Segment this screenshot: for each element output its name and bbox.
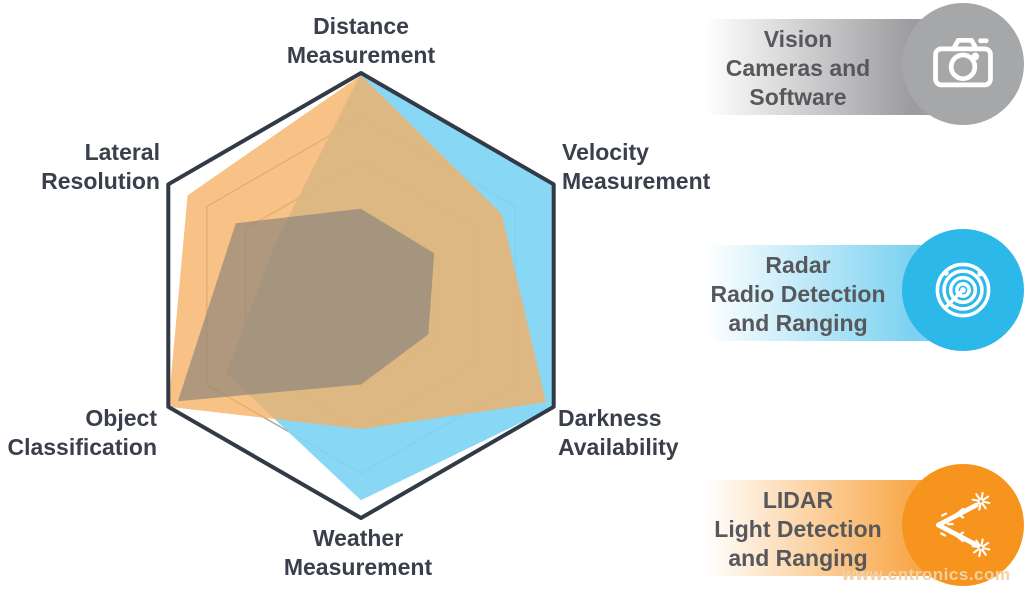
legend-radar-label: Radar Radio Detection and Ranging [710, 252, 886, 336]
chart-border [166, 71, 556, 520]
legend-vision-label: Vision Cameras and Software [725, 26, 871, 110]
watermark-url: www.cntronics.com [842, 565, 1011, 584]
axis-label-darkness: Darkness Availability [558, 405, 679, 460]
series-polygon-vision [177, 208, 435, 402]
camera-icon [933, 37, 993, 88]
radar-sweep-icon [935, 262, 991, 318]
legend-item-radar: Radar Radio Detection and Ranging [700, 229, 1026, 355]
legend-radar-circle [902, 229, 1024, 351]
legend-item-vision: Vision Cameras and Software [700, 3, 1026, 129]
axis-label-distance: Distance Measurement [286, 13, 436, 68]
axis-label-weather: Weather Measurement [283, 525, 433, 580]
axis-label-velocity: Velocity Measurement [562, 139, 711, 194]
axis-label-lateral-resolution: Lateral Resolution [41, 139, 160, 194]
legend-vision-circle [902, 3, 1024, 125]
lidar-beams-icon [936, 491, 991, 558]
legend-lidar-circle [902, 464, 1024, 586]
legend-lidar-label: LIDAR Light Detection and Ranging [714, 487, 882, 571]
axis-label-object-classification: Object Classification [7, 405, 157, 460]
legend-item-lidar: LIDAR Light Detection and Ranging [700, 464, 1026, 590]
